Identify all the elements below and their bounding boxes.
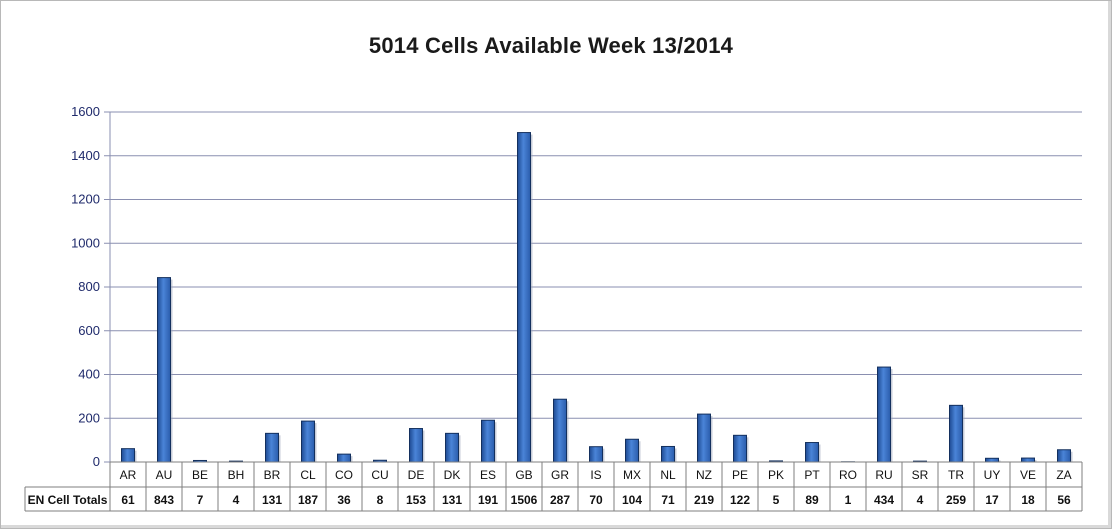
bar-pe: [733, 434, 747, 463]
y-tick-label: 1200: [71, 192, 100, 207]
data-table: EN Cell Totals AR 61 AU 843 BE 7 BH 4 BR 131 CL 187 C…: [24, 461, 1083, 512]
category-label: VE: [1020, 468, 1036, 482]
value-label: 104: [622, 493, 642, 507]
category-label: DE: [408, 468, 425, 482]
value-label: 191: [478, 493, 498, 507]
category-label: SR: [912, 468, 929, 482]
bar-nl: [661, 445, 675, 463]
y-axis-ticks: 0 200 400 600 800 1000 1200 1400 1600: [71, 104, 111, 469]
value-label: 4: [917, 493, 924, 507]
bars: [121, 132, 1073, 463]
value-label: 131: [262, 493, 282, 507]
bar-ru: [877, 366, 891, 463]
value-label: 122: [730, 493, 750, 507]
value-label: 219: [694, 493, 714, 507]
category-label: MX: [623, 468, 641, 482]
bar-tr: [949, 404, 963, 463]
bar-au: [157, 277, 171, 463]
category-label: UY: [984, 468, 1001, 482]
series-row-label: EN Cell Totals: [28, 493, 108, 507]
category-label: DK: [444, 468, 461, 482]
value-label: 843: [154, 493, 174, 507]
category-label: CL: [300, 468, 316, 482]
category-label: ZA: [1056, 468, 1071, 482]
bar-dk: [445, 432, 459, 463]
value-label: 187: [298, 493, 318, 507]
category-label: BE: [192, 468, 208, 482]
value-label: 153: [406, 493, 426, 507]
y-tick-label: 200: [78, 410, 100, 425]
value-label: 71: [661, 493, 675, 507]
category-label: ES: [480, 468, 496, 482]
category-label: RO: [839, 468, 857, 482]
value-label: 70: [589, 493, 603, 507]
bar-is: [589, 446, 603, 463]
value-label: 434: [874, 493, 894, 507]
category-label: PT: [804, 468, 820, 482]
value-label: 1: [845, 493, 852, 507]
category-label: PK: [768, 468, 784, 482]
y-tick-label: 800: [78, 279, 100, 294]
bar-br: [265, 432, 279, 463]
category-label: GB: [515, 468, 532, 482]
category-label: GR: [551, 468, 569, 482]
value-label: 18: [1021, 493, 1035, 507]
y-tick-label: 0: [93, 454, 100, 469]
bar-uy: [985, 457, 999, 463]
bar-es: [481, 419, 495, 463]
value-label: 36: [337, 493, 351, 507]
y-tick-label: 1000: [71, 235, 100, 250]
category-label: AR: [120, 468, 137, 482]
bar-nz: [697, 413, 711, 463]
value-label: 5: [773, 493, 780, 507]
y-tick-label: 400: [78, 367, 100, 382]
value-label: 131: [442, 493, 462, 507]
y-tick-label: 1600: [71, 104, 100, 119]
value-label: 61: [121, 493, 135, 507]
category-label: TR: [948, 468, 964, 482]
category-label: NL: [660, 468, 676, 482]
bar-mx: [625, 438, 639, 463]
y-tick-label: 600: [78, 323, 100, 338]
bar-co: [337, 453, 351, 463]
category-label: BR: [264, 468, 281, 482]
bar-ve: [1021, 457, 1035, 463]
category-label: CU: [371, 468, 388, 482]
bar-za: [1057, 449, 1071, 463]
category-label: RU: [875, 468, 892, 482]
gridlines: [110, 111, 1082, 419]
value-label: 4: [233, 493, 240, 507]
value-label: 89: [805, 493, 819, 507]
value-label: 1506: [511, 493, 538, 507]
category-label: IS: [590, 468, 601, 482]
value-label: 8: [377, 493, 384, 507]
category-label: BH: [228, 468, 245, 482]
y-tick-label: 1400: [71, 148, 100, 163]
category-label: PE: [732, 468, 748, 482]
category-label: CO: [335, 468, 353, 482]
category-label: AU: [156, 468, 173, 482]
bar-pt: [805, 442, 819, 463]
bar-cl: [301, 420, 315, 463]
chart-title: 5014 Cells Available Week 13/2014: [368, 33, 734, 58]
category-label: NZ: [696, 468, 712, 482]
bar-gr: [553, 398, 567, 463]
value-label: 287: [550, 493, 570, 507]
value-label: 56: [1057, 493, 1071, 507]
bar-ar: [121, 448, 135, 463]
bar-gb: [517, 132, 531, 463]
value-label: 17: [985, 493, 999, 507]
value-label: 7: [197, 493, 204, 507]
bar-de: [409, 428, 423, 463]
value-label: 259: [946, 493, 966, 507]
